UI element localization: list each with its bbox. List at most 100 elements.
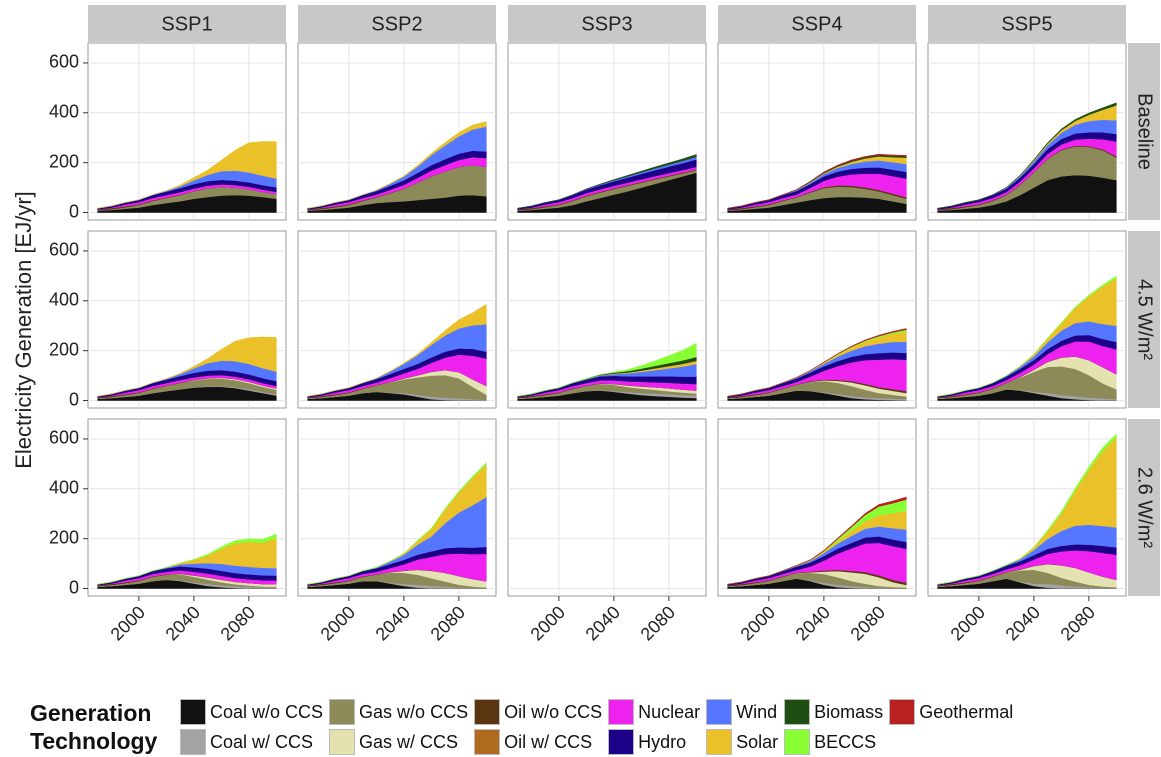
x-tick-label: 2080	[1057, 602, 1099, 644]
legend-swatch	[474, 729, 501, 755]
column-label: SSP1	[161, 13, 212, 35]
legend-swatch	[180, 699, 206, 725]
legend-title: Generation Technology	[30, 700, 158, 754]
strip	[928, 5, 1126, 42]
y-tick-label: 400	[49, 102, 79, 122]
x-tick-label: 2040	[372, 602, 414, 644]
y-tick-label: 0	[69, 577, 79, 597]
column-label: SSP3	[581, 13, 632, 35]
legend-swatch	[784, 729, 811, 755]
legend-swatch	[608, 729, 635, 755]
x-tick-label: 2080	[847, 602, 889, 644]
legend-item: Solar	[706, 728, 778, 756]
area	[97, 336, 277, 397]
row-label: 2.6 W/m²	[1134, 467, 1156, 548]
area	[517, 154, 697, 209]
legend-label: Solar	[736, 731, 779, 752]
legend: Generation Technology Coal w/o CCS Coal w…	[30, 698, 1013, 756]
legend-items: Coal w/o CCS Coal w/ CCS Gas w/o CCS Gas w/…	[180, 698, 1013, 756]
legend-label: Oil w/o CCS	[504, 701, 603, 722]
legend-item: Oil w/ CCS	[474, 728, 602, 756]
area	[307, 121, 487, 209]
x-tick-label: 2080	[217, 602, 259, 644]
x-tick-label: 2080	[427, 602, 469, 644]
legend-label: Biomass	[814, 701, 884, 722]
row-label: 4.5 W/m²	[1134, 279, 1156, 360]
panel	[507, 418, 707, 597]
area	[727, 328, 907, 397]
area	[307, 462, 487, 585]
legend-label: Gas w/ CCS	[359, 731, 459, 752]
area	[937, 275, 1117, 397]
x-tick-label: 2000	[317, 602, 359, 644]
legend-label: Oil w/ CCS	[504, 731, 593, 752]
y-tick-label: 600	[49, 52, 79, 72]
legend-item: Nuclear	[608, 698, 700, 726]
x-tick-label: 2040	[1002, 602, 1044, 644]
strip	[718, 5, 916, 42]
legend-label: BECCS	[814, 731, 877, 752]
strip	[1128, 419, 1160, 596]
chart: Electricity Generation [EJ/yr] SSP1 SSP2 S…	[11, 5, 1160, 645]
x-tick-label: 2080	[637, 602, 679, 644]
area	[97, 533, 277, 585]
legend-item: Biomass	[784, 698, 883, 726]
x-tick-label: 2040	[162, 602, 204, 644]
area	[97, 141, 277, 209]
strip	[88, 5, 286, 42]
y-tick-label: 600	[49, 428, 79, 448]
area	[937, 433, 1117, 585]
column-label: SSP5	[1001, 13, 1052, 35]
legend-swatch	[329, 699, 356, 725]
legend-label: Gas w/o CCS	[359, 701, 469, 722]
legend-item: Gas w/o CCS	[329, 698, 468, 726]
legend-swatch	[784, 699, 811, 725]
legend-item: Gas w/ CCS	[329, 728, 468, 756]
legend-swatch	[608, 699, 635, 725]
legend-swatch	[706, 699, 733, 725]
legend-label: Coal w/o CCS	[210, 701, 324, 722]
strip	[1128, 231, 1160, 408]
y-tick-label: 400	[49, 478, 79, 498]
y-tick-label: 400	[49, 290, 79, 310]
area	[517, 342, 697, 397]
legend-label: Nuclear	[638, 701, 701, 722]
y-tick-label: 200	[49, 527, 79, 547]
legend-label: Coal w/ CCS	[210, 731, 314, 752]
legend-item: Coal w/ CCS	[180, 728, 323, 756]
legend-swatch	[329, 729, 356, 755]
x-tick-label: 2000	[737, 602, 779, 644]
legend-label: Wind	[736, 701, 778, 722]
legend-item: Coal w/o CCS	[180, 698, 323, 726]
x-tick-label: 2040	[792, 602, 834, 644]
strip	[298, 5, 496, 42]
row-label: Baseline	[1134, 93, 1156, 170]
legend-swatch	[180, 729, 206, 755]
y-axis-label: Electricity Generation [EJ/yr]	[11, 191, 36, 469]
legend-item: Wind	[706, 698, 778, 726]
column-label: SSP4	[791, 13, 842, 35]
area	[727, 153, 907, 209]
y-tick-label: 0	[69, 201, 79, 221]
area	[307, 303, 487, 397]
y-tick-label: 200	[49, 339, 79, 359]
legend-item: Hydro	[608, 728, 700, 756]
y-tick-label: 600	[49, 240, 79, 260]
legend-swatch	[474, 699, 501, 725]
legend-label: Hydro	[638, 731, 687, 752]
x-tick-label: 2040	[582, 602, 624, 644]
legend-swatch	[706, 729, 733, 755]
x-tick-label: 2000	[107, 602, 149, 644]
legend-item: Oil w/o CCS	[474, 698, 602, 726]
y-tick-label: 200	[49, 151, 79, 171]
strip	[508, 5, 706, 42]
column-label: SSP2	[371, 13, 422, 35]
area	[727, 496, 907, 585]
legend-item: Geothermal	[889, 698, 1013, 726]
x-tick-label: 2000	[947, 602, 989, 644]
legend-swatch	[889, 699, 916, 725]
area	[937, 102, 1117, 209]
legend-item: BECCS	[784, 728, 883, 756]
strip	[1128, 43, 1160, 220]
